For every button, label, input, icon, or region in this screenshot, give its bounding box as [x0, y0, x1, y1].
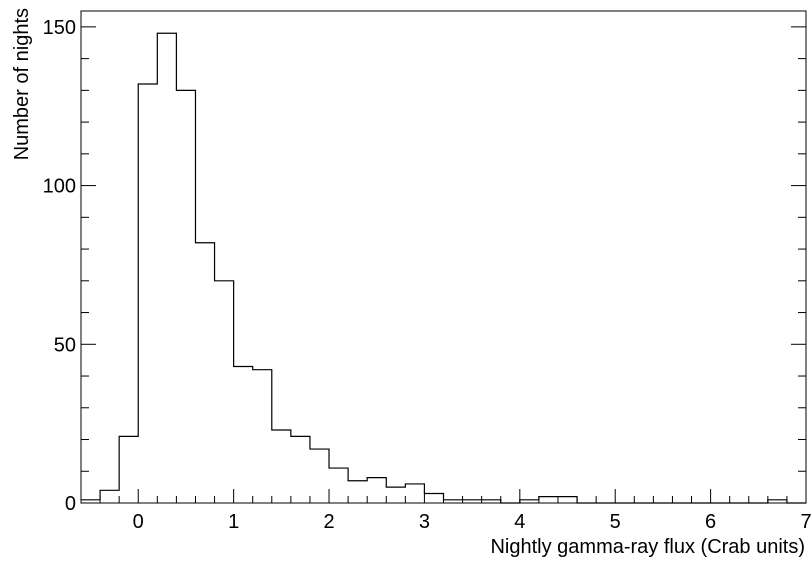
histogram-outline	[81, 32, 806, 504]
x-tick-label: 0	[133, 511, 144, 533]
plot-frame	[80, 10, 807, 504]
x-tick-label: 2	[323, 511, 334, 533]
y-tick-label: 100	[43, 176, 76, 198]
y-tick-label: 50	[54, 334, 76, 356]
x-tick-label: 6	[705, 511, 716, 533]
y-axis-label: Number of nights	[11, 8, 33, 160]
y-tick-label: 150	[43, 17, 76, 39]
x-tick-label: 3	[419, 511, 430, 533]
x-tick-label: 1	[228, 511, 239, 533]
x-tick-label: 4	[514, 511, 525, 533]
y-tick-label: 0	[65, 493, 76, 515]
x-tick-label: 7	[800, 511, 811, 533]
x-axis-label: Nightly gamma-ray flux (Crab units)	[490, 536, 805, 558]
x-tick-label: 5	[610, 511, 621, 533]
